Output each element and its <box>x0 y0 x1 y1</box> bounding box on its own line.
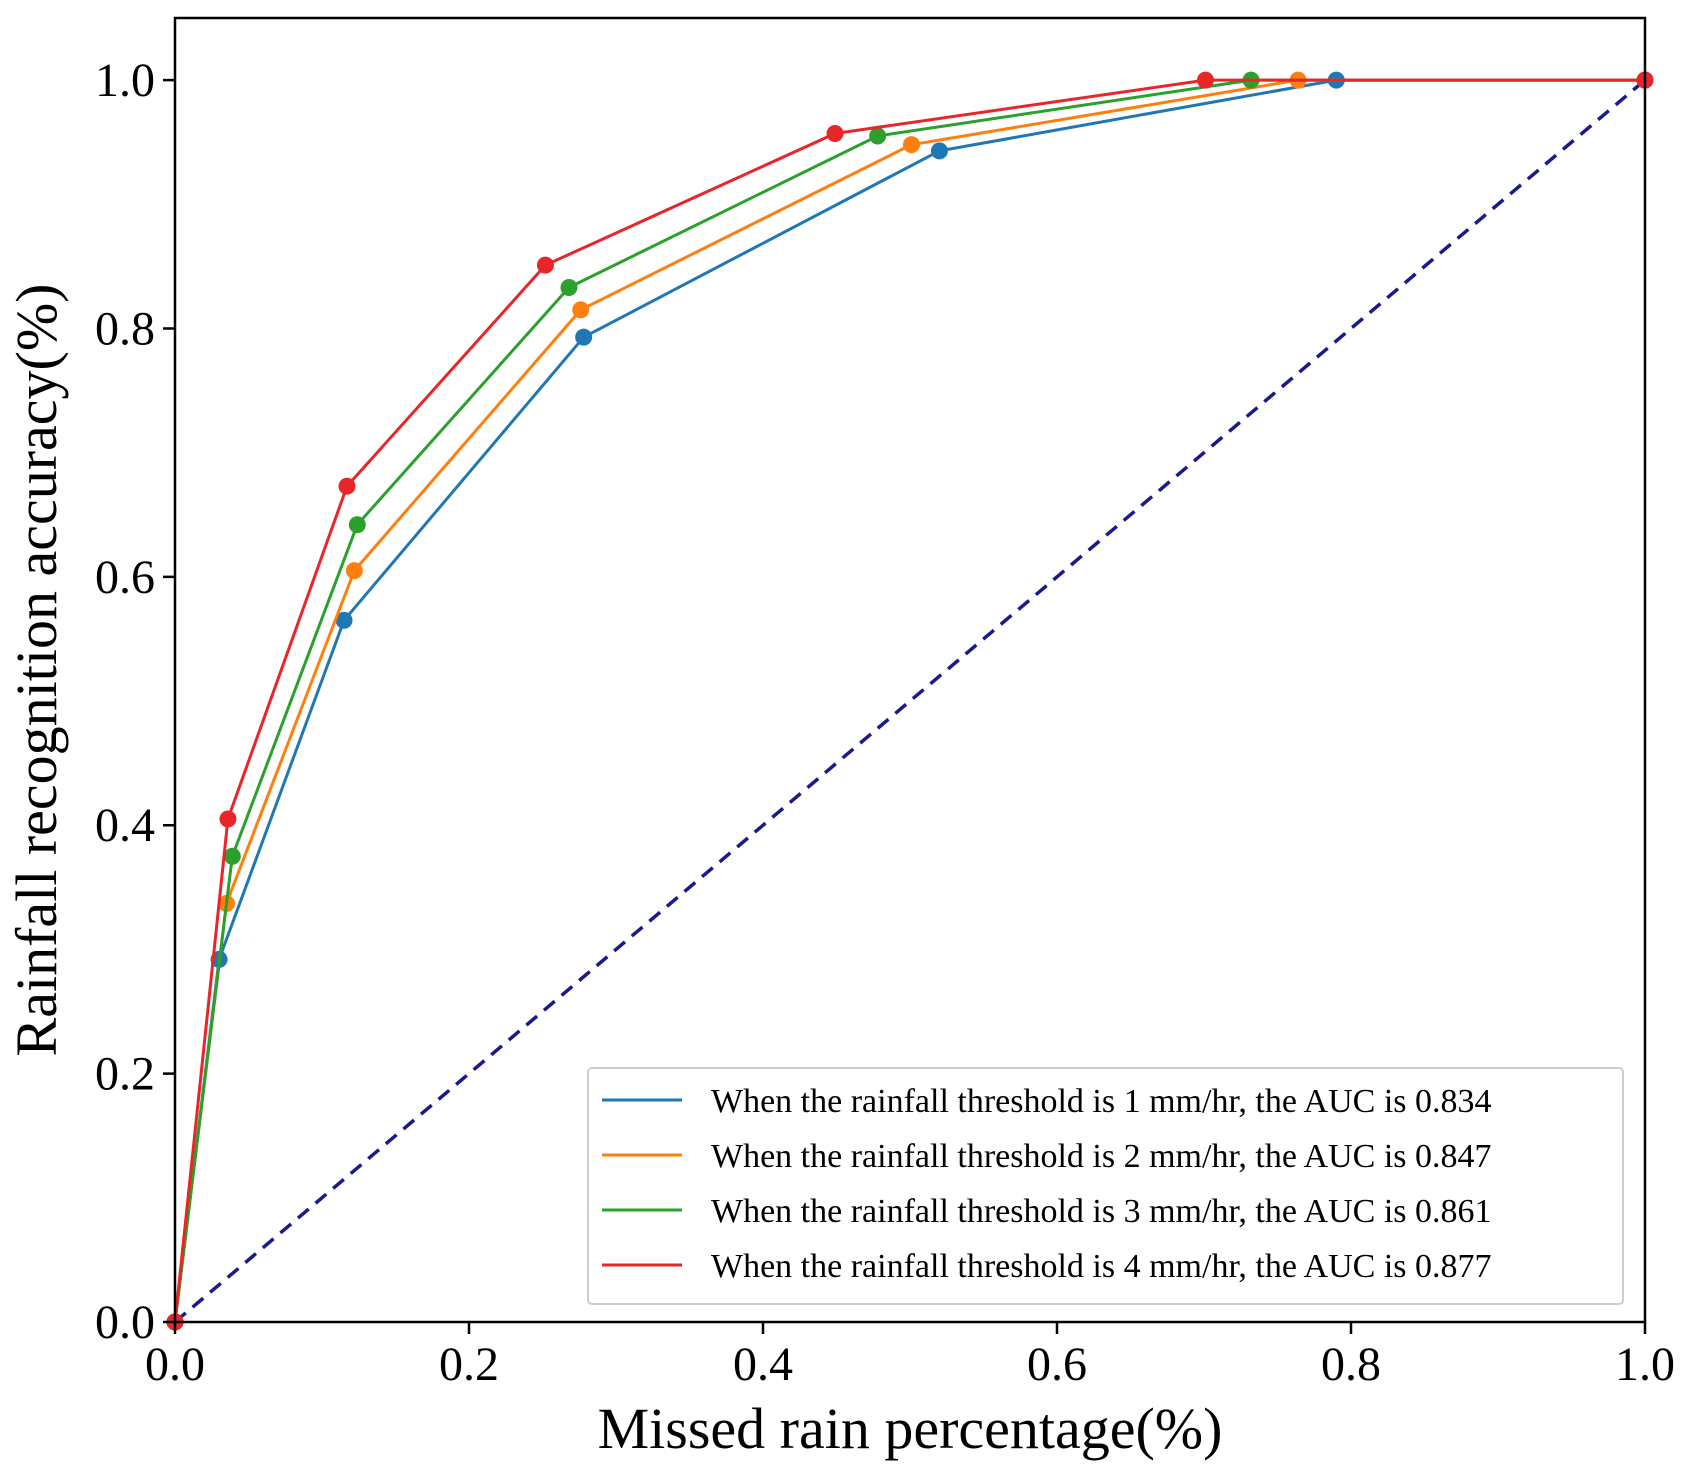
data-point <box>869 127 887 145</box>
x-tick-label: 0.4 <box>733 1338 793 1391</box>
y-tick-label: 1.0 <box>95 54 155 107</box>
legend-label: When the rainfall threshold is 1 mm/hr, … <box>711 1083 1492 1120</box>
x-tick-label: 0.2 <box>439 1338 499 1391</box>
legend-label: When the rainfall threshold is 2 mm/hr, … <box>711 1138 1492 1175</box>
legend-item: When the rainfall threshold is 1 mm/hr, … <box>602 1083 1492 1120</box>
x-tick-label: 0.8 <box>1321 1338 1381 1391</box>
data-point <box>223 847 241 865</box>
series-layer <box>166 71 1654 1331</box>
legend-item: When the rainfall threshold is 2 mm/hr, … <box>602 1138 1492 1175</box>
data-point <box>345 562 363 580</box>
y-tick-label: 0.4 <box>95 799 155 852</box>
data-point <box>560 278 578 296</box>
legend-label: When the rainfall threshold is 3 mm/hr, … <box>711 1193 1492 1230</box>
x-axis: 0.0 0.2 0.4 0.6 0.8 1.0 <box>145 1322 1675 1391</box>
x-tick-label: 0.0 <box>145 1338 205 1391</box>
legend-item: When the rainfall threshold is 4 mm/hr, … <box>602 1248 1492 1285</box>
y-tick-label: 0.0 <box>95 1296 155 1349</box>
series-4 <box>166 71 1654 1331</box>
data-point <box>348 516 366 534</box>
data-point <box>930 142 948 160</box>
data-point <box>575 328 593 346</box>
legend-label: When the rainfall threshold is 4 mm/hr, … <box>711 1248 1492 1285</box>
data-point <box>338 477 356 495</box>
data-point <box>536 256 554 274</box>
y-axis-title: Rainfall recognition accuracy(%) <box>4 284 69 1057</box>
legend-box <box>587 1067 1624 1305</box>
x-tick-label: 1.0 <box>1615 1338 1675 1391</box>
data-point <box>572 301 590 319</box>
data-point <box>902 136 920 154</box>
legend: When the rainfall threshold is 1 mm/hr, … <box>587 1067 1624 1305</box>
data-point <box>826 124 844 142</box>
y-axis: 0.0 0.2 0.4 0.6 0.8 1.0 <box>95 54 175 1349</box>
data-point <box>219 810 237 828</box>
legend-item: When the rainfall threshold is 3 mm/hr, … <box>602 1193 1492 1230</box>
plot-frame <box>173 16 1647 1324</box>
x-axis-title: Missed rain percentage(%) <box>598 1396 1223 1461</box>
y-tick-label: 0.8 <box>95 302 155 355</box>
data-point <box>335 611 353 629</box>
x-tick-label: 0.6 <box>1027 1338 1087 1391</box>
y-tick-label: 0.6 <box>95 551 155 604</box>
y-tick-label: 0.2 <box>95 1048 155 1101</box>
data-point <box>1196 71 1214 89</box>
